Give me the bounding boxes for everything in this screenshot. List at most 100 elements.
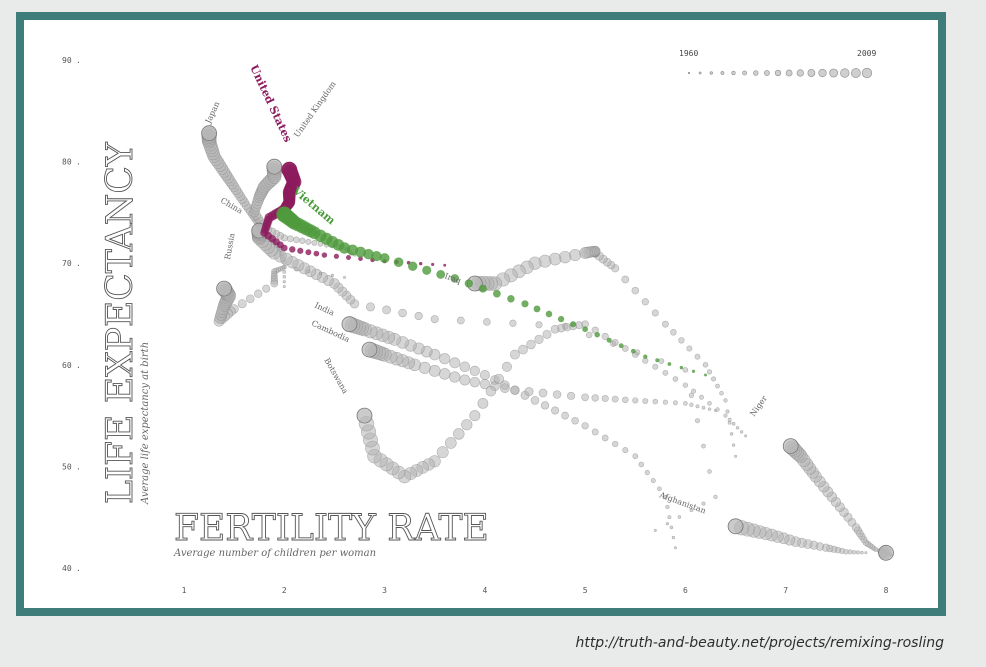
data-point	[428, 364, 441, 377]
data-point	[407, 261, 418, 271]
data-point	[695, 404, 700, 409]
data-point	[710, 376, 717, 382]
data-point-latest	[341, 316, 358, 333]
data-point	[535, 321, 543, 329]
x-tick-label: 1	[182, 586, 187, 595]
source-url[interactable]: http://truth-and-beauty.net/projects/rem…	[575, 635, 944, 651]
data-point	[342, 275, 346, 279]
data-point	[703, 373, 707, 377]
data-point	[534, 334, 544, 344]
data-point	[585, 331, 593, 339]
data-point	[606, 337, 612, 343]
data-point	[652, 363, 659, 370]
data-point	[713, 494, 718, 500]
data-point	[436, 269, 446, 279]
data-point	[270, 279, 279, 288]
data-point-latest	[782, 438, 799, 455]
series-botswana	[356, 320, 748, 484]
data-point	[282, 285, 286, 289]
data-point	[744, 434, 748, 438]
data-point	[653, 528, 657, 532]
data-point	[638, 461, 645, 468]
x-axis-subtitle: Average number of children per woman	[173, 548, 376, 559]
legend-dot	[829, 68, 838, 78]
data-point	[282, 270, 287, 274]
data-point-latest	[201, 125, 218, 142]
data-point	[643, 354, 648, 359]
y-tick-mark: .	[76, 259, 81, 268]
data-point-latest	[266, 158, 283, 175]
data-point	[658, 358, 665, 364]
series-niger	[878, 544, 894, 561]
data-point	[688, 392, 695, 398]
data-point	[493, 289, 501, 298]
fertility-life-chart: FERTILITY RATE Average number of childre…	[62, 49, 894, 595]
data-point	[518, 344, 528, 355]
data-point	[673, 546, 677, 550]
legend-dot	[785, 69, 793, 77]
data-point	[715, 407, 720, 412]
data-point	[245, 294, 255, 304]
data-point	[632, 397, 639, 404]
data-point	[727, 417, 732, 422]
y-tick-label: 90	[62, 56, 72, 65]
data-point	[860, 550, 864, 555]
series-iraq	[466, 245, 738, 458]
data-point	[507, 295, 515, 303]
data-point	[418, 261, 423, 266]
legend-start-year: 1960	[679, 49, 698, 58]
slide-frame: FERTILITY RATE Average number of childre…	[16, 12, 946, 616]
y-tick-label: 50	[62, 462, 72, 471]
series-russia	[213, 265, 346, 327]
legend-dot	[840, 68, 850, 78]
data-point	[706, 369, 713, 375]
data-point	[601, 332, 609, 340]
y-tick-label: 40	[62, 564, 72, 573]
data-point	[665, 504, 670, 510]
y-tick-mark: .	[76, 56, 81, 65]
data-point	[567, 391, 576, 400]
data-point	[453, 428, 465, 440]
data-point	[393, 257, 404, 268]
legend-dot	[742, 70, 747, 76]
data-point	[542, 329, 552, 339]
data-point	[864, 551, 868, 555]
series-vietnam	[276, 206, 707, 377]
data-point	[701, 443, 706, 449]
data-point	[657, 486, 662, 492]
data-point	[313, 250, 320, 257]
data-point	[469, 365, 480, 377]
data-point	[469, 410, 481, 422]
data-point	[682, 367, 689, 373]
legend-dot	[709, 71, 713, 75]
data-point-latest	[216, 280, 233, 297]
y-tick-mark: .	[76, 158, 81, 167]
x-axis-title: FERTILITY RATE	[174, 508, 489, 549]
legend-dot	[861, 67, 873, 79]
y-tick-mark: .	[76, 462, 81, 471]
data-point	[677, 515, 682, 519]
data-point	[292, 236, 300, 244]
data-point	[729, 432, 734, 436]
data-point	[569, 249, 582, 262]
data-point	[571, 416, 579, 425]
data-point	[485, 385, 497, 397]
x-tick-label: 5	[583, 586, 588, 595]
data-point-latest	[878, 544, 894, 561]
data-point	[621, 345, 629, 352]
data-point	[510, 385, 520, 395]
series-label: Niger	[748, 394, 769, 418]
data-point	[630, 348, 636, 354]
series-cambodia	[361, 341, 717, 412]
data-point	[449, 357, 461, 369]
data-point	[459, 374, 471, 386]
data-point	[459, 361, 471, 373]
data-point	[530, 396, 540, 405]
series-label: United States	[247, 63, 294, 144]
data-point	[689, 402, 694, 407]
data-point	[641, 298, 649, 306]
data-point	[561, 411, 569, 420]
x-tick-label: 3	[382, 586, 387, 595]
y-tick-label: 80	[62, 158, 72, 167]
data-point	[305, 238, 312, 245]
